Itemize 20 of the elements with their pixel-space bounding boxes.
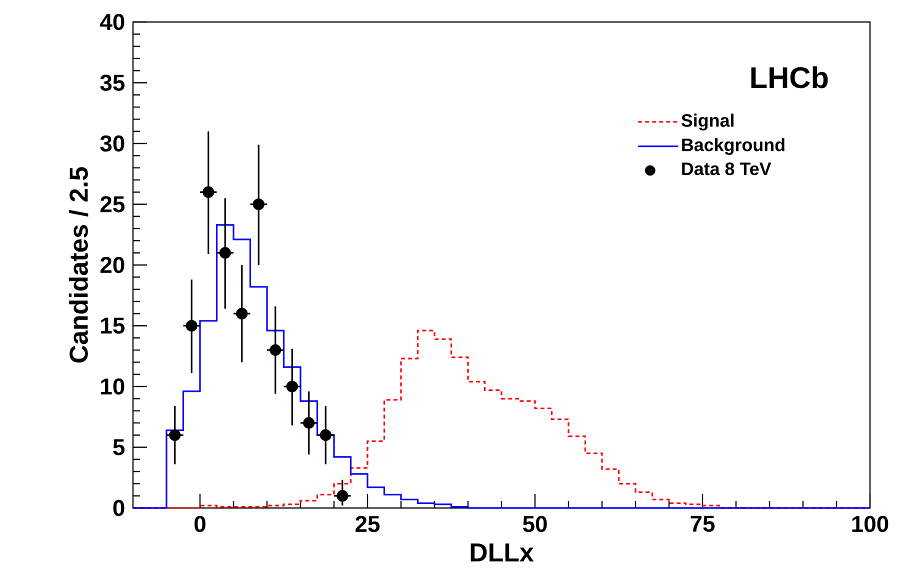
y-tick-label: 10: [101, 378, 124, 395]
x-tick-label: 0: [194, 516, 206, 532]
y-axis-title: Candidates / 2.5: [68, 167, 88, 363]
y-tick-label: 5: [113, 439, 125, 456]
y-tick-label: 30: [100, 135, 124, 152]
x-tick-label: 100: [852, 516, 888, 532]
legend-label: Background: [682, 138, 784, 155]
legend-label: Data 8 TeV: [682, 162, 772, 176]
x-tick-label: 75: [690, 516, 715, 532]
y-tick-label: 40: [100, 14, 124, 30]
y-tick-label: 35: [100, 74, 125, 91]
y-tick-label: 25: [100, 196, 125, 212]
y-tick-label: 20: [100, 256, 124, 274]
x-tick-label: 25: [356, 516, 380, 532]
y-tick-label: 0: [113, 500, 124, 516]
y-tick-label: 15: [101, 318, 125, 334]
x-axis-title: DLLx: [470, 544, 534, 562]
x-tick-label: 50: [522, 516, 547, 532]
legend-label: Signal: [681, 114, 734, 130]
annotation: LHCb: [751, 66, 828, 88]
